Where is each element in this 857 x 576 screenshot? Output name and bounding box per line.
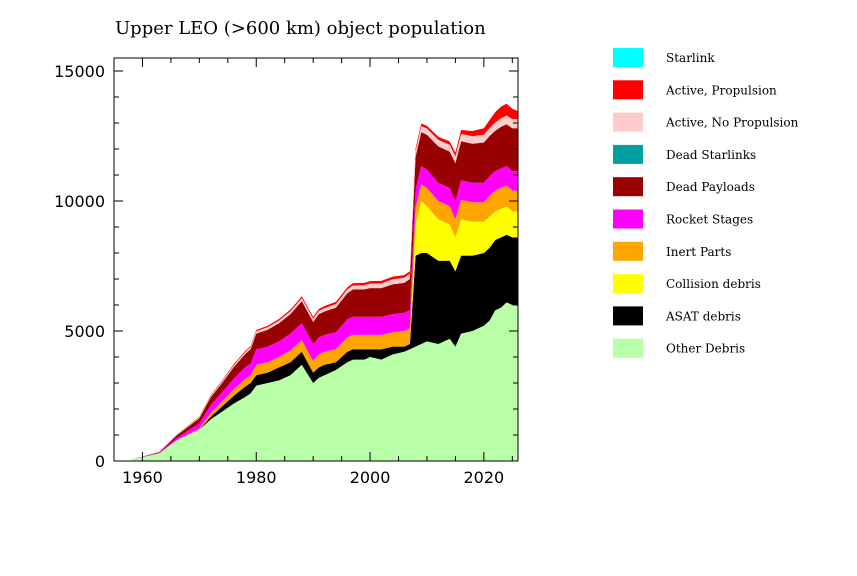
- legend-swatch-starlink: [613, 48, 643, 67]
- legend-label-inert-parts: Inert Parts: [666, 245, 731, 259]
- plot-frame: [113, 57, 519, 462]
- area-other-debris: [131, 302, 518, 461]
- x-tick-label: 1980: [236, 468, 277, 487]
- legend-label-active-propulsion: Active, Propulsion: [665, 83, 777, 97]
- legend-label-dead-payloads: Dead Payloads: [666, 180, 755, 194]
- x-tick-label: 1960: [122, 468, 163, 487]
- x-tick-label: 2020: [463, 468, 504, 487]
- legend-label-asat-debris: ASAT debris: [665, 309, 741, 323]
- axis-ticks: [114, 58, 518, 462]
- legend-swatch-dead-payloads: [613, 177, 643, 197]
- legend-label-dead-starlinks: Dead Starlinks: [666, 148, 756, 162]
- y-tick-label: 15000: [54, 62, 105, 81]
- legend-swatch-dead-starlinks: [613, 144, 643, 164]
- y-tick-label: 10000: [54, 192, 105, 211]
- area-collision-debris: [131, 201, 518, 460]
- legend: Starlink Active, Propulsion Active, No Pro…: [613, 48, 799, 358]
- area-rocket-stages: [131, 165, 518, 460]
- axis-tick-labels: 1960 1980 2000 2020 0 5000 10000 15000: [54, 62, 504, 487]
- area-inert-parts: [131, 184, 518, 460]
- plot-areas: [131, 103, 518, 461]
- y-tick-label: 5000: [64, 322, 105, 341]
- legend-swatch-collision-debris: [613, 274, 643, 294]
- legend-swatch-rocket-stages: [613, 209, 643, 229]
- legend-label-active-no-propulsion: Active, No Propulsion: [665, 116, 799, 130]
- area-dead-payloads: [131, 124, 518, 460]
- x-tick-label: 2000: [350, 468, 391, 487]
- legend-swatch-other-debris: [613, 338, 643, 358]
- legend-swatch-active-propulsion: [613, 80, 643, 100]
- legend-label-rocket-stages: Rocket Stages: [666, 213, 753, 227]
- legend-swatch-active-no-propulsion: [613, 112, 643, 132]
- legend-swatch-asat-debris: [613, 306, 643, 326]
- area-asat-debris: [131, 234, 518, 460]
- area-active-no-propulsion: [131, 115, 518, 460]
- legend-label-collision-debris: Collision debris: [666, 277, 761, 291]
- legend-swatch-inert-parts: [613, 241, 643, 261]
- chart-title: Upper LEO (>600 km) object population: [115, 18, 486, 39]
- y-tick-label: 0: [95, 452, 105, 471]
- legend-label-other-debris: Other Debris: [666, 342, 745, 356]
- legend-label-starlink: Starlink: [666, 51, 715, 65]
